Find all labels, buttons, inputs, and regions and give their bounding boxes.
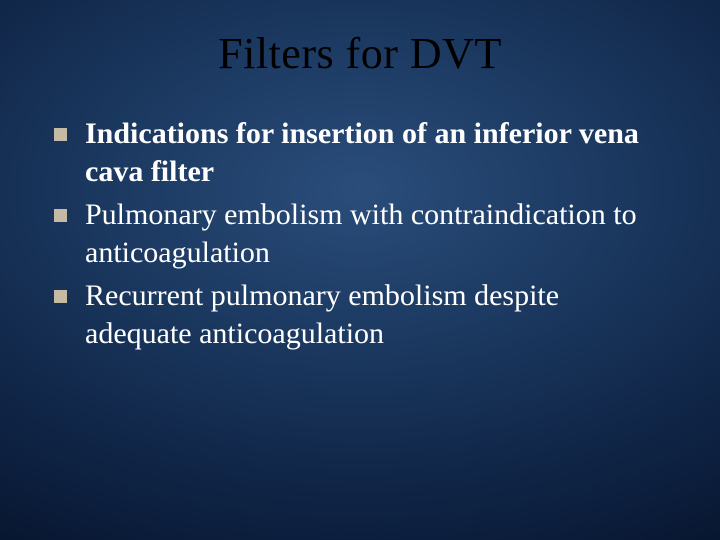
bullet-text: Pulmonary embolism with contraindication… <box>85 196 672 271</box>
bullet-text: Indications for insertion of an inferior… <box>85 115 672 190</box>
list-item: Recurrent pulmonary embolism despite ade… <box>54 277 672 352</box>
bullet-square-icon <box>54 290 67 303</box>
bullet-text: Recurrent pulmonary embolism despite ade… <box>85 277 672 352</box>
bullet-square-icon <box>54 209 67 222</box>
slide: Filters for DVT Indications for insertio… <box>0 0 720 540</box>
bullet-square-icon <box>54 128 67 141</box>
slide-title: Filters for DVT <box>48 28 672 79</box>
slide-body: Indications for insertion of an inferior… <box>48 115 672 352</box>
list-item: Pulmonary embolism with contraindication… <box>54 196 672 271</box>
list-item: Indications for insertion of an inferior… <box>54 115 672 190</box>
